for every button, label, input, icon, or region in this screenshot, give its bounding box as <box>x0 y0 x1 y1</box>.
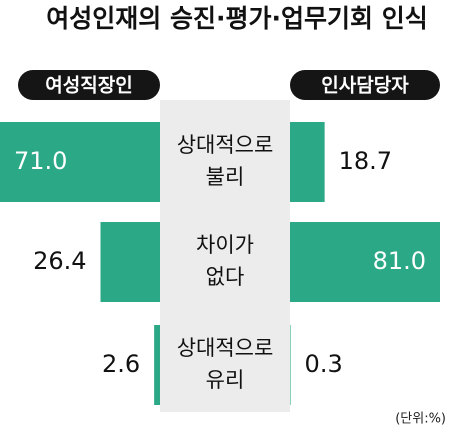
value-label: 2.6 <box>102 350 140 378</box>
value-label: 0.3 <box>305 350 343 378</box>
series-header <box>18 70 160 100</box>
unit-note: (단위:%) <box>395 412 446 427</box>
category-label: 상대적으로 <box>177 336 274 360</box>
series-header <box>290 70 440 100</box>
bar <box>100 222 160 302</box>
chart-title: 여성인재의 승진·평가·업무기회 인식 <box>46 4 427 33</box>
bar <box>290 222 440 302</box>
category-label: 유리 <box>206 368 245 392</box>
value-label: 71.0 <box>14 147 67 175</box>
bar <box>0 122 160 202</box>
legend-label: 인사담당자 <box>321 75 409 97</box>
value-label: 18.7 <box>339 147 392 175</box>
category-label: 불리 <box>206 165 245 189</box>
category-label: 차이가 <box>196 233 254 257</box>
legend-label: 여성직장인 <box>45 75 132 97</box>
category-panel <box>160 100 290 412</box>
value-label: 81.0 <box>373 247 426 275</box>
bar <box>154 325 160 405</box>
category-label: 상대적으로 <box>177 133 274 157</box>
value-label: 26.4 <box>33 247 86 275</box>
bar <box>290 122 325 202</box>
category-label: 없다 <box>206 265 245 289</box>
bar <box>290 325 291 405</box>
